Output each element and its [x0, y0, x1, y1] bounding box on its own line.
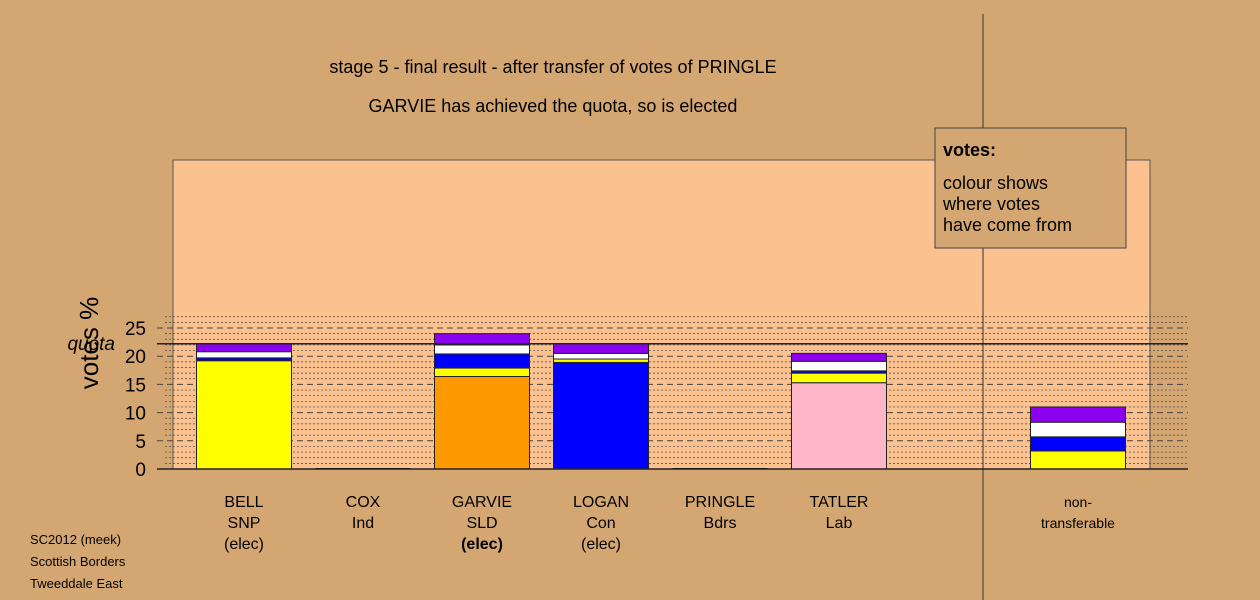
y-tick-label: 0: [135, 460, 146, 481]
bar-segment: [1030, 450, 1126, 470]
bar-segment: [791, 382, 887, 470]
chart-subtitle: GARVIE has achieved the quota, so is ele…: [369, 96, 738, 116]
bar-segment: [791, 372, 887, 384]
x-tick-label: Bdrs: [704, 515, 737, 532]
y-tick-label: 20: [125, 347, 146, 368]
x-tick-label: transferable: [1041, 515, 1115, 531]
y-axis: 0 5 10 15 20 25: [125, 319, 146, 481]
footer-line-2: Scottish Borders: [30, 554, 126, 569]
x-tick-label: (elec): [224, 536, 264, 553]
y-tick-label: 25: [125, 319, 146, 340]
bar-segment: [553, 343, 649, 354]
bar-segment: [553, 358, 649, 363]
legend-title: votes:: [943, 140, 996, 160]
bar-segment: [791, 360, 887, 372]
y-tick-label: 10: [125, 404, 146, 425]
y-axis-label: votes %: [74, 297, 104, 390]
x-tick-label: COX: [346, 494, 381, 511]
x-tick-label: (elec): [461, 536, 503, 553]
x-tick-label: (elec): [581, 536, 621, 553]
x-tick-label: GARVIE: [452, 494, 512, 511]
bar-segment: [196, 351, 292, 359]
bar-segment: [553, 361, 649, 470]
bar-segment: [434, 333, 530, 346]
gridlines: [157, 316, 1188, 464]
bar-segment: [434, 353, 530, 369]
x-tick-label: non-: [1064, 494, 1092, 510]
bar-segment: [1030, 406, 1126, 423]
x-tick-label: Ind: [352, 515, 374, 532]
y-tick-label: 15: [125, 375, 146, 396]
legend-box: [934, 127, 1127, 249]
quota-label: quota: [67, 334, 115, 355]
x-axis-labels: BELL SNP (elec) COX Ind GARVIE SLD (elec) LOGAN C…: [224, 494, 1115, 553]
footer-line-3: Tweeddale East: [30, 576, 123, 591]
x-tick-label: TATLER: [810, 494, 869, 511]
x-tick-label: Con: [586, 515, 615, 532]
bar-segment: [1030, 436, 1126, 452]
bar-segment: [434, 367, 530, 378]
bar-segment: [791, 352, 887, 362]
x-tick-label: PRINGLE: [685, 494, 755, 511]
x-tick-label: BELL: [224, 494, 263, 511]
bar-segment: [553, 352, 649, 360]
bar-segment: [196, 343, 292, 353]
x-tick-label: Lab: [826, 515, 853, 532]
legend: votes: colour shows where votes have com…: [934, 127, 1127, 249]
x-tick-label: SNP: [228, 515, 261, 532]
x-tick-label: SLD: [466, 515, 497, 532]
legend-line-2: where votes: [942, 194, 1040, 214]
x-tick-label: LOGAN: [573, 494, 629, 511]
legend-line-1: colour shows: [943, 173, 1048, 193]
bars: [196, 333, 1126, 470]
bar-segment: [196, 360, 292, 470]
chart-title: stage 5 - final result - after transfer …: [329, 57, 776, 77]
bar-segment: [434, 344, 530, 355]
y-tick-label: 5: [135, 432, 146, 453]
bar-segment: [434, 376, 530, 470]
legend-line-3: have come from: [943, 215, 1072, 235]
footer-line-1: SC2012 (meek): [30, 532, 121, 547]
bar-segment: [1030, 421, 1126, 438]
